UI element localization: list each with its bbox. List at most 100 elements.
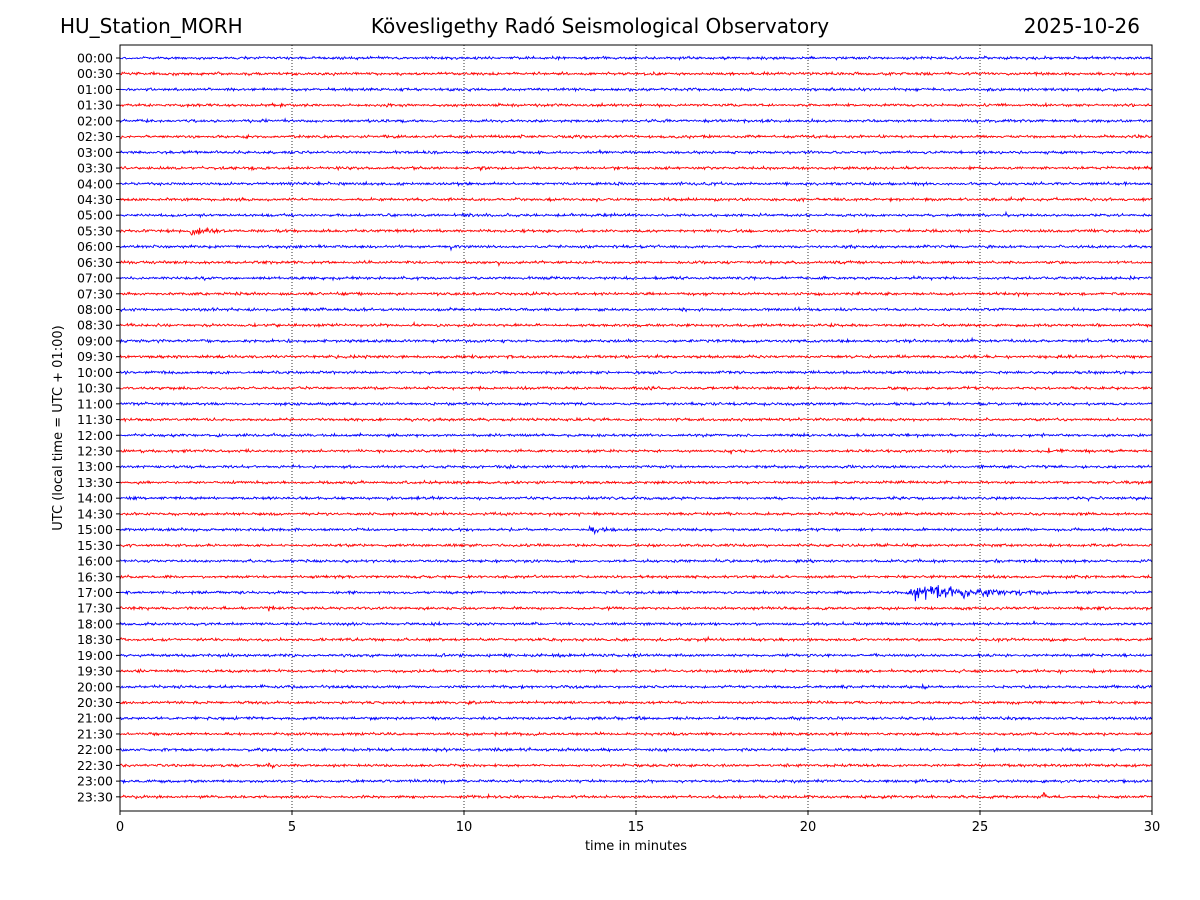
trace-2300 [119,778,1153,786]
trace-1900 [119,652,1153,659]
trace-0830 [119,320,1153,329]
y-tick-label: 01:00 [77,82,113,97]
x-tick-label: 5 [288,820,296,835]
trace-1000 [119,369,1153,376]
trace-0800 [119,305,1153,313]
trace-1630 [119,573,1153,580]
trace-0430 [119,195,1153,203]
y-tick-label: 15:30 [77,538,113,553]
trace-1700 [119,585,1153,602]
trace-1530 [119,542,1153,549]
trace-1230 [119,447,1153,455]
y-tick-label: 05:00 [77,208,113,223]
trace-0300 [119,149,1153,156]
y-tick-label: 02:30 [77,129,113,144]
chart-title: Kövesligethy Radó Seismological Observat… [370,14,830,38]
y-tick-label: 16:30 [77,569,113,584]
y-tick-label: 17:30 [77,601,113,616]
y-axis: 00:0000:3001:0001:3002:0002:3003:0003:30… [77,51,120,804]
y-tick-label: 02:00 [77,113,113,128]
trace-1600 [119,557,1153,565]
trace-0000 [119,55,1153,62]
y-tick-label: 23:00 [77,774,113,789]
trace-1430 [119,509,1153,518]
chart-date: 2025-10-26 [1023,14,1140,38]
trace-1500 [119,524,1153,536]
station-name: HU_Station_MORH [60,14,243,38]
y-tick-label: 18:30 [77,632,113,647]
x-tick-label: 25 [972,820,989,835]
y-tick-label: 00:00 [77,51,113,66]
y-tick-label: 13:00 [77,459,113,474]
trace-1930 [119,667,1153,676]
trace-0700 [119,274,1153,282]
trace-0600 [119,243,1153,252]
y-tick-label: 10:30 [77,381,113,396]
y-tick-label: 09:00 [77,333,113,348]
y-tick-label: 14:30 [77,506,113,521]
trace-0200 [119,117,1153,125]
y-tick-label: 19:30 [77,664,113,679]
trace-0730 [119,290,1153,298]
trace-2000 [119,682,1153,690]
x-tick-label: 15 [628,820,645,835]
trace-1100 [119,400,1153,408]
y-tick-label: 22:00 [77,742,113,757]
y-tick-label: 09:30 [77,349,113,364]
trace-0500 [119,210,1153,219]
y-tick-label: 01:30 [77,98,113,113]
trace-2230 [119,762,1153,770]
trace-0930 [119,353,1153,360]
trace-0330 [119,164,1153,172]
trace-2330 [119,792,1153,800]
y-tick-label: 11:30 [77,412,113,427]
y-tick-label: 18:00 [77,616,113,631]
trace-1130 [119,416,1153,423]
y-tick-label: 21:00 [77,711,113,726]
traces [119,55,1153,800]
y-tick-label: 22:30 [77,758,113,773]
y-tick-label: 05:30 [77,223,113,238]
trace-1730 [119,605,1153,612]
y-tick-label: 06:00 [77,239,113,254]
trace-0230 [119,133,1153,140]
trace-2100 [119,714,1153,722]
y-tick-label: 23:30 [77,789,113,804]
y-tick-label: 19:00 [77,648,113,663]
x-tick-label: 0 [116,820,124,835]
trace-2030 [119,699,1153,706]
trace-2200 [119,746,1153,753]
y-tick-label: 12:00 [77,428,113,443]
y-tick-label: 03:30 [77,161,113,176]
y-tick-label: 15:00 [77,522,113,537]
trace-0030 [119,70,1153,78]
y-tick-label: 21:30 [77,726,113,741]
trace-1400 [119,494,1153,503]
y-tick-label: 13:30 [77,475,113,490]
trace-0130 [119,101,1153,109]
x-tick-label: 10 [456,820,473,835]
grid-lines [291,45,981,811]
trace-1200 [119,431,1153,439]
y-tick-label: 20:00 [77,679,113,694]
trace-1300 [119,463,1153,470]
y-tick-label: 08:30 [77,318,113,333]
y-tick-label: 08:00 [77,302,113,317]
trace-0400 [119,180,1153,187]
y-tick-label: 00:30 [77,66,113,81]
y-tick-label: 10:00 [77,365,113,380]
trace-1030 [119,385,1153,392]
y-tick-label: 07:30 [77,286,113,301]
y-tick-label: 14:00 [77,491,113,506]
y-axis-label: UTC (local time = UTC + 01:00) [51,325,66,530]
y-tick-label: 11:00 [77,396,113,411]
y-tick-label: 04:30 [77,192,113,207]
trace-0530 [119,226,1153,236]
trace-1800 [119,620,1153,627]
y-tick-label: 06:30 [77,255,113,270]
trace-0630 [119,259,1153,268]
trace-0100 [119,86,1153,93]
x-axis: 0 5 10 15 20 25 30 [116,811,1160,835]
trace-0900 [119,336,1153,344]
